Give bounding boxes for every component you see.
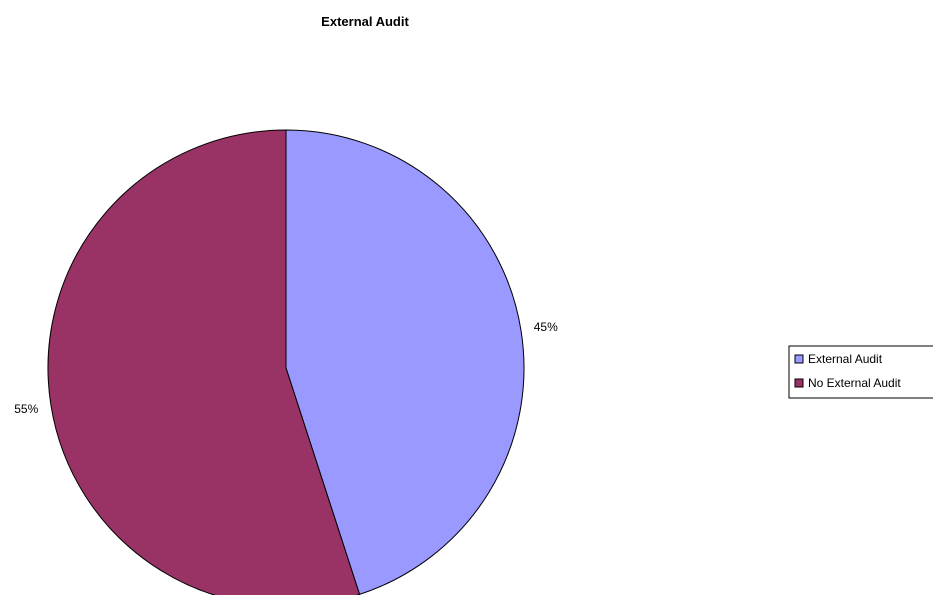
data-label-external-audit: 45% — [534, 320, 558, 334]
legend-label-no-external-audit: No External Audit — [808, 376, 901, 390]
pie-slice-external-audit — [285, 129, 525, 595]
pie-slices — [47, 129, 525, 595]
chart-title: External Audit — [321, 14, 409, 29]
legend-swatch-no-external-audit — [794, 378, 804, 388]
legend: External Audit No External Audit — [788, 345, 933, 399]
legend-box — [788, 345, 933, 399]
data-labels: 45% 55% — [14, 320, 558, 416]
data-label-no-external-audit: 55% — [14, 402, 38, 416]
legend-swatch-external-audit — [794, 354, 804, 364]
pie-slice-no-external-audit — [47, 129, 361, 595]
legend-label-external-audit: External Audit — [808, 352, 883, 366]
